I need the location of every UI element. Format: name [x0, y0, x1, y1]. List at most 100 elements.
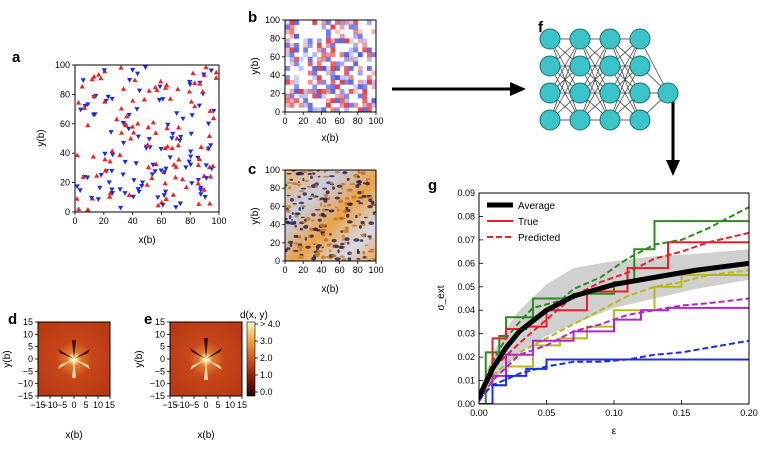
- dislocation-marker-positive: [203, 65, 209, 70]
- network-nodes: [539, 28, 679, 131]
- stress-speck: [326, 203, 332, 207]
- panel-d-lobes: [58, 340, 90, 378]
- density-cell: [294, 84, 299, 90]
- density-cell: [307, 38, 313, 44]
- y-tick-label: 20: [270, 238, 280, 248]
- stress-speck: [288, 215, 292, 220]
- series-predicted-line: [479, 231, 749, 400]
- density-cell: [285, 75, 290, 81]
- g-y-tick-label: 0.02: [457, 352, 475, 362]
- density-cell: [307, 61, 313, 67]
- y-tick-label: 100: [265, 165, 280, 175]
- dislocation-marker-positive: [75, 99, 82, 105]
- stress-speck: [333, 217, 338, 221]
- network-node: [569, 109, 591, 131]
- density-cell: [335, 98, 340, 104]
- legend-average: Average: [518, 201, 556, 212]
- stress-speck: [366, 194, 372, 198]
- dislocation-marker-positive: [175, 86, 181, 92]
- stress-speck: [353, 238, 360, 242]
- dislocation-marker-positive: [175, 124, 182, 130]
- density-cell: [289, 98, 295, 104]
- stress-speck: [294, 224, 297, 228]
- density-cell: [344, 66, 349, 71]
- stress-speck: [337, 192, 343, 195]
- x-tick-label: 0: [203, 400, 208, 410]
- panel-b-xlabel: x(b): [321, 133, 338, 144]
- density-cell: [312, 107, 318, 112]
- density-cell: [357, 52, 363, 58]
- dislocation-marker-positive: [207, 200, 213, 206]
- stress-speck: [326, 243, 333, 246]
- density-cell: [362, 47, 368, 53]
- y-tick-label: 0: [275, 107, 280, 117]
- stress-speck: [285, 217, 288, 221]
- density-cell: [312, 66, 318, 71]
- x-tick-label: −15: [162, 400, 177, 410]
- density-cell: [325, 33, 331, 39]
- dislocation-marker-negative: [155, 195, 161, 201]
- panel-a-xlabel: x(b): [138, 235, 155, 246]
- stress-speck: [370, 204, 376, 206]
- y-tick-label: 10: [23, 329, 33, 339]
- stress-speck: [289, 198, 294, 202]
- stress-speck: [347, 257, 352, 261]
- dislocation-marker-positive: [179, 176, 186, 182]
- density-cell: [307, 70, 313, 76]
- y-tick-label: 60: [270, 52, 280, 62]
- dislocation-marker-positive: [154, 87, 160, 93]
- y-tick-label: 40: [270, 220, 280, 230]
- series-predicted-line: [479, 206, 749, 398]
- dislocation-marker-positive: [153, 161, 159, 167]
- stress-speck: [364, 244, 369, 246]
- legend-true: True: [518, 217, 539, 228]
- density-cell: [344, 38, 349, 44]
- dislocation-marker-positive: [200, 89, 206, 94]
- density-cell: [353, 84, 359, 90]
- density-cell: [285, 66, 290, 71]
- density-cell: [344, 107, 349, 112]
- stress-speck: [300, 216, 305, 219]
- dislocation-marker-positive: [153, 130, 159, 135]
- density-cell: [325, 89, 331, 94]
- density-cell: [285, 98, 290, 104]
- stress-speck: [319, 223, 326, 228]
- g-y-tick-label: 0.08: [457, 211, 475, 221]
- dislocation-marker-positive: [81, 105, 87, 111]
- stress-speck: [322, 208, 325, 212]
- stress-speck: [317, 175, 321, 178]
- stress-speck: [361, 190, 365, 194]
- dislocation-marker-negative: [80, 78, 86, 83]
- stress-speck: [341, 187, 344, 190]
- dislocation-marker-negative: [102, 151, 108, 157]
- density-cell: [307, 102, 313, 108]
- stress-speck: [340, 230, 344, 233]
- dislocation-marker-negative: [136, 189, 142, 195]
- network-node: [569, 55, 591, 77]
- panel-a-frame: [74, 64, 220, 213]
- dislocation-marker-negative: [109, 190, 116, 196]
- density-cell: [371, 52, 376, 58]
- density-cell: [316, 93, 322, 99]
- y-tick-label: −15: [18, 391, 33, 401]
- network-node: [629, 82, 651, 104]
- density-cell: [339, 93, 345, 99]
- density-cell: [298, 89, 304, 94]
- y-tick-label: 40: [60, 148, 70, 158]
- panel-c-ticks: 0 20 40 60 80 100 0 20 40 60 80 100: [265, 165, 384, 275]
- stress-speck: [285, 184, 288, 187]
- density-cell: [371, 70, 376, 76]
- x-tick-label: 40: [316, 265, 326, 275]
- dislocation-marker-positive: [118, 130, 125, 135]
- stress-speck: [353, 195, 357, 199]
- stress-speck: [340, 182, 346, 186]
- stress-speck: [338, 199, 344, 204]
- density-cell: [371, 29, 376, 35]
- dislocation-marker-positive: [172, 174, 179, 180]
- dislocation-marker-positive: [102, 156, 108, 162]
- series-true-line: [479, 358, 749, 404]
- density-cell: [344, 79, 349, 85]
- dislocation-marker-negative: [122, 191, 128, 196]
- dislocation-marker-positive: [207, 108, 213, 113]
- y-tick-label: −10: [150, 379, 165, 389]
